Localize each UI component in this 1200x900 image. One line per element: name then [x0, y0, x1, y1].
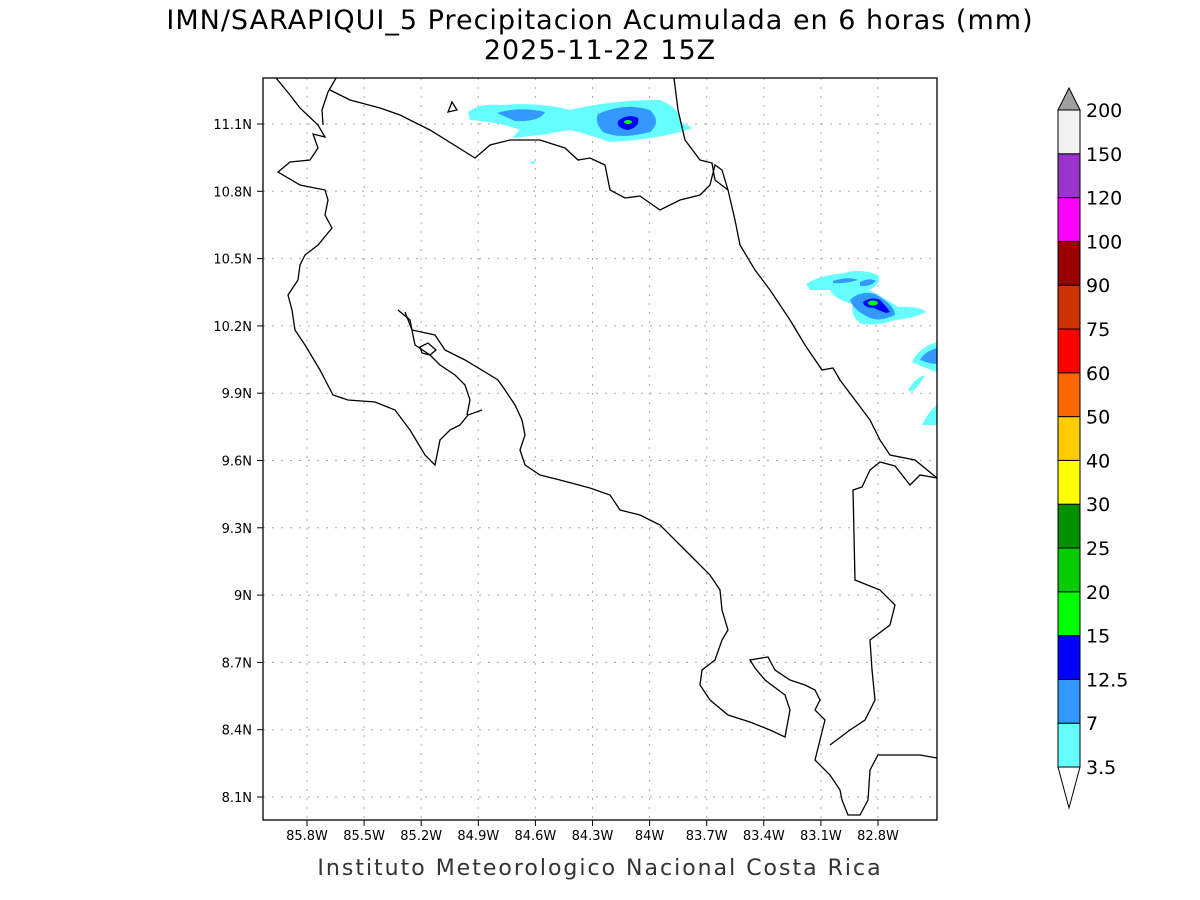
precip-area-7: [920, 348, 937, 364]
lat-tick-label: 9.3N: [222, 522, 252, 537]
lat-tick-label: 8.4N: [222, 724, 252, 739]
border-line: [829, 461, 937, 746]
colorbar-over-triangle: [1057, 86, 1081, 111]
precipitation-field: [468, 100, 937, 425]
colorbar-segment: [1057, 635, 1081, 680]
colorbar: 3.5 7 12.5 15 20 25 30 40 50 60 75 90 100 120 150 200: [1057, 86, 1128, 810]
map-title: IMN/SARAPIQUI_5 Precipitacion Acumulada …: [166, 5, 1034, 36]
lon-tick-label: 83.7W: [686, 829, 728, 844]
precip-area-7: [497, 106, 656, 136]
colorbar-label: 40: [1086, 450, 1110, 472]
lon-tick-label: 85.5W: [343, 829, 385, 844]
lon-tick-label: 84.9W: [457, 829, 499, 844]
colorbar-label: 100: [1086, 231, 1122, 253]
lon-tick-label: 84.3W: [572, 829, 614, 844]
colorbar-segment: [1057, 722, 1081, 768]
mainland-coastline: [404, 311, 937, 816]
small-island: [446, 100, 459, 113]
nicaragua-border: [329, 89, 729, 211]
colorbar-label: 75: [1086, 319, 1110, 341]
colorbar-segment: [1057, 591, 1081, 637]
colorbar-segment: [1057, 153, 1081, 199]
colorbar-label: 30: [1086, 494, 1110, 516]
lat-tick-label: 10.8N: [213, 185, 252, 200]
colorbar-segment: [1057, 547, 1081, 593]
lon-tick-label: 83.1W: [800, 829, 842, 844]
lat-tick-label: 8.1N: [222, 791, 252, 806]
lon-tick-label: 84W: [635, 829, 665, 844]
colorbar-label: 150: [1086, 144, 1122, 166]
colorbar-under-triangle: [1057, 766, 1081, 810]
lon-tick-label: 85.2W: [400, 829, 442, 844]
pacific-coastline: [275, 78, 483, 467]
grid-lines: [263, 78, 937, 820]
colorbar-segment: [1057, 416, 1081, 461]
colorbar-segment: [1057, 459, 1081, 505]
colorbar-label: 90: [1086, 275, 1110, 297]
colorbar-label: 120: [1086, 188, 1122, 210]
colorbar-label: 15: [1086, 626, 1110, 648]
colorbar-segment: [1057, 678, 1081, 724]
island: [419, 342, 438, 356]
footer-credit: Instituto Meteorologico Nacional Costa R…: [317, 856, 883, 881]
lat-tick-label: 9N: [234, 589, 252, 604]
lat-tick-label: 10.5N: [213, 253, 252, 268]
lat-tick-label: 11.1N: [213, 118, 252, 133]
colorbar-segment: [1057, 328, 1081, 374]
lat-tick-label: 9.9N: [222, 387, 252, 402]
precip-area-15: [624, 120, 632, 124]
colorbar-label: 25: [1086, 538, 1110, 560]
lat-tick-label: 9.6N: [222, 455, 252, 470]
precip-area-3.5: [530, 161, 536, 164]
lat-tick-label: 8.7N: [222, 656, 252, 671]
map-valid-time: 2025-11-22 15Z: [483, 35, 717, 66]
lon-tick-label: 82.8W: [857, 829, 899, 844]
colorbar-segment: [1057, 503, 1081, 549]
colorbar-label: 3.5: [1086, 757, 1116, 779]
colorbar-label: 7: [1086, 713, 1098, 735]
precip-area-3.5: [468, 100, 693, 142]
colorbar-segment: [1057, 284, 1081, 330]
colorbar-label: 50: [1086, 407, 1110, 429]
colorbar-segment: [1057, 109, 1081, 155]
lon-tick-label: 83.4W: [743, 829, 785, 844]
map-frame: [262, 77, 938, 821]
lon-tick-label: 84.6W: [514, 829, 556, 844]
coastlines: [275, 78, 937, 816]
colorbar-segment: [1057, 197, 1081, 242]
colorbar-label: 60: [1086, 363, 1110, 385]
lake-shore: [321, 78, 337, 126]
colorbar-label: 200: [1086, 100, 1122, 122]
caribbean-coastline: [673, 78, 937, 479]
axis-ticks: 85.8W 85.5W 85.2W 84.9W 84.6W 84.3W 84W 83.7W 83…: [213, 118, 899, 844]
lon-tick-label: 85.8W: [286, 829, 328, 844]
lat-tick-label: 10.2N: [213, 320, 252, 335]
colorbar-segment: [1057, 240, 1081, 286]
colorbar-label: 20: [1086, 582, 1110, 604]
precip-area-15: [868, 300, 878, 306]
colorbar-label: 12.5: [1086, 669, 1128, 691]
colorbar-segment: [1057, 372, 1081, 418]
